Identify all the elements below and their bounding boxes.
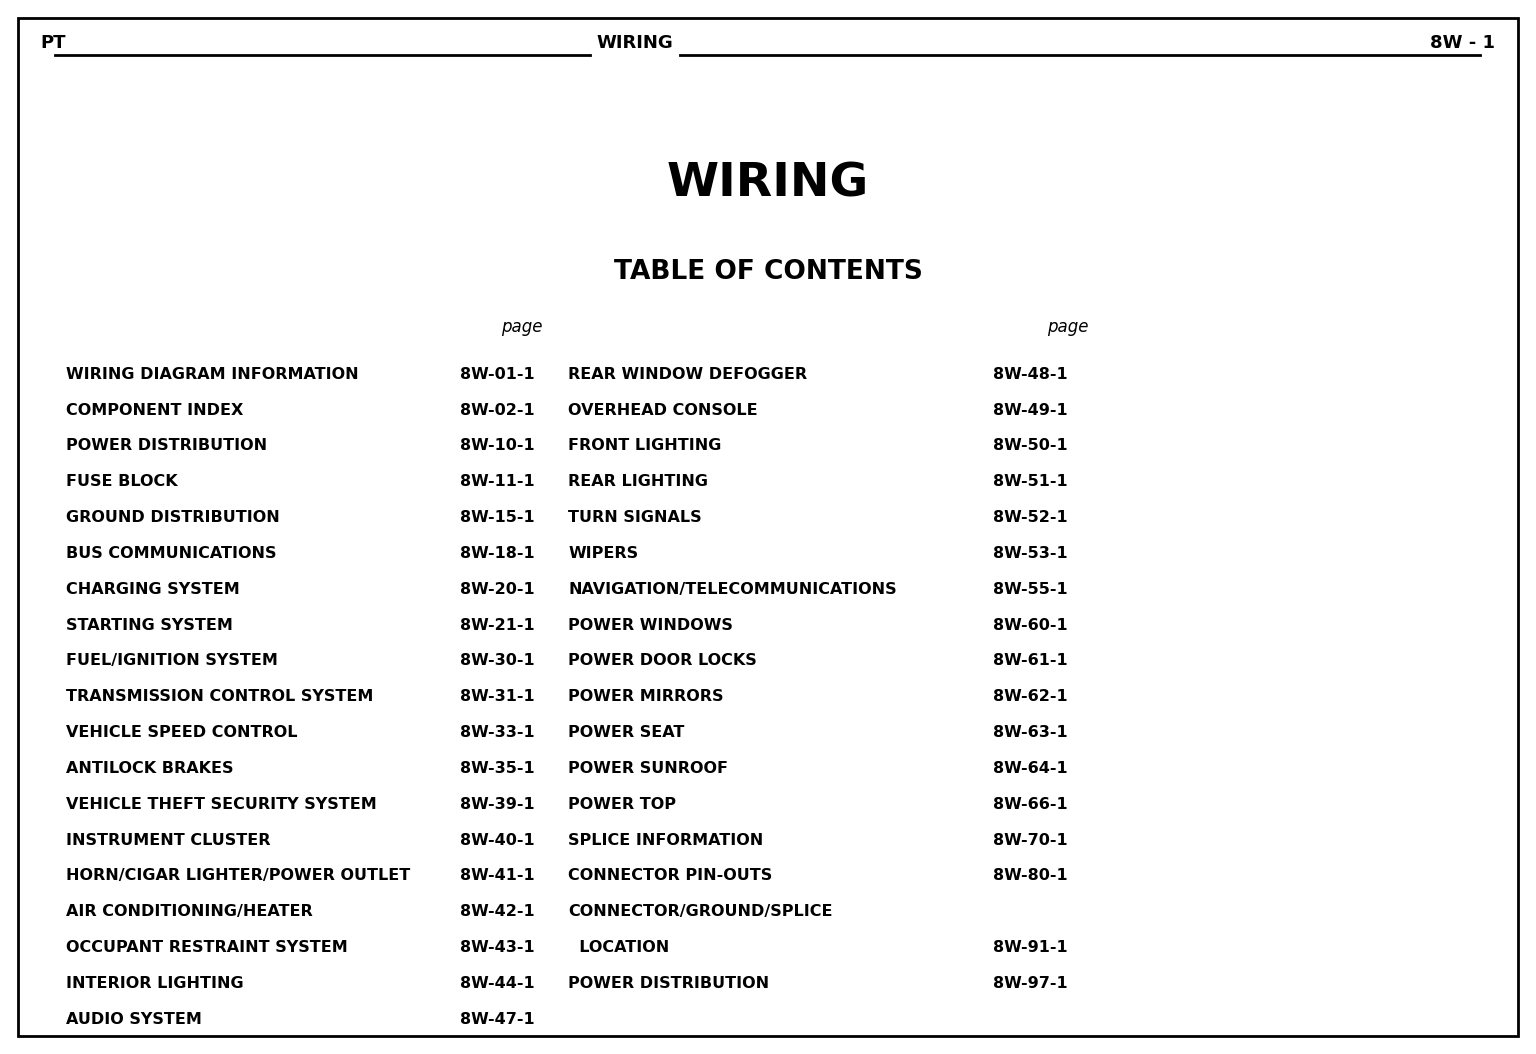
Text: 8W-43-1: 8W-43-1 [459, 940, 535, 955]
Text: VEHICLE SPEED CONTROL: VEHICLE SPEED CONTROL [66, 725, 298, 740]
Text: POWER DOOR LOCKS: POWER DOOR LOCKS [568, 653, 757, 668]
Text: POWER WINDOWS: POWER WINDOWS [568, 618, 733, 632]
Text: 8W-97-1: 8W-97-1 [992, 976, 1068, 991]
Text: 8W - 1: 8W - 1 [1430, 34, 1495, 52]
Text: ANTILOCK BRAKES: ANTILOCK BRAKES [66, 761, 233, 776]
Text: LOCATION: LOCATION [568, 940, 670, 955]
Text: 8W-62-1: 8W-62-1 [992, 689, 1068, 704]
Text: 8W-39-1: 8W-39-1 [459, 797, 535, 812]
Text: 8W-35-1: 8W-35-1 [459, 761, 535, 776]
Text: REAR WINDOW DEFOGGER: REAR WINDOW DEFOGGER [568, 367, 808, 382]
Text: 8W-63-1: 8W-63-1 [992, 725, 1068, 740]
Text: 8W-91-1: 8W-91-1 [992, 940, 1068, 955]
Text: FUSE BLOCK: FUSE BLOCK [66, 474, 178, 489]
Text: 8W-52-1: 8W-52-1 [992, 510, 1068, 525]
Text: CONNECTOR/GROUND/SPLICE: CONNECTOR/GROUND/SPLICE [568, 904, 833, 919]
Text: POWER DISTRIBUTION: POWER DISTRIBUTION [66, 438, 267, 453]
Text: 8W-47-1: 8W-47-1 [459, 1012, 535, 1027]
Text: POWER TOP: POWER TOP [568, 797, 676, 812]
Text: 8W-53-1: 8W-53-1 [992, 546, 1068, 561]
Text: BUS COMMUNICATIONS: BUS COMMUNICATIONS [66, 546, 276, 561]
Text: POWER SEAT: POWER SEAT [568, 725, 685, 740]
Text: 8W-55-1: 8W-55-1 [992, 582, 1068, 597]
Text: 8W-60-1: 8W-60-1 [992, 618, 1068, 632]
Text: CONNECTOR PIN-OUTS: CONNECTOR PIN-OUTS [568, 868, 773, 883]
Text: 8W-51-1: 8W-51-1 [992, 474, 1068, 489]
Text: TRANSMISSION CONTROL SYSTEM: TRANSMISSION CONTROL SYSTEM [66, 689, 373, 704]
Text: 8W-21-1: 8W-21-1 [459, 618, 535, 632]
Text: WIPERS: WIPERS [568, 546, 639, 561]
Text: page: page [1046, 317, 1089, 336]
Text: 8W-64-1: 8W-64-1 [992, 761, 1068, 776]
Text: TABLE OF CONTENTS: TABLE OF CONTENTS [613, 259, 923, 285]
Text: FUEL/IGNITION SYSTEM: FUEL/IGNITION SYSTEM [66, 653, 278, 668]
Text: 8W-70-1: 8W-70-1 [992, 833, 1068, 847]
Text: 8W-02-1: 8W-02-1 [459, 403, 535, 417]
Text: SPLICE INFORMATION: SPLICE INFORMATION [568, 833, 763, 847]
Text: AIR CONDITIONING/HEATER: AIR CONDITIONING/HEATER [66, 904, 313, 919]
Text: PT: PT [40, 34, 66, 52]
Text: HORN/CIGAR LIGHTER/POWER OUTLET: HORN/CIGAR LIGHTER/POWER OUTLET [66, 868, 410, 883]
Text: 8W-15-1: 8W-15-1 [459, 510, 535, 525]
Text: POWER DISTRIBUTION: POWER DISTRIBUTION [568, 976, 770, 991]
Text: NAVIGATION/TELECOMMUNICATIONS: NAVIGATION/TELECOMMUNICATIONS [568, 582, 897, 597]
Text: INTERIOR LIGHTING: INTERIOR LIGHTING [66, 976, 244, 991]
Text: REAR LIGHTING: REAR LIGHTING [568, 474, 708, 489]
Text: 8W-18-1: 8W-18-1 [459, 546, 535, 561]
Text: WIRING DIAGRAM INFORMATION: WIRING DIAGRAM INFORMATION [66, 367, 359, 382]
Text: 8W-10-1: 8W-10-1 [459, 438, 535, 453]
Text: 8W-31-1: 8W-31-1 [459, 689, 535, 704]
Text: 8W-20-1: 8W-20-1 [459, 582, 535, 597]
Text: WIRING: WIRING [667, 162, 869, 207]
Text: page: page [501, 317, 544, 336]
Text: POWER MIRRORS: POWER MIRRORS [568, 689, 723, 704]
Text: 8W-48-1: 8W-48-1 [992, 367, 1068, 382]
Text: 8W-61-1: 8W-61-1 [992, 653, 1068, 668]
Text: OVERHEAD CONSOLE: OVERHEAD CONSOLE [568, 403, 757, 417]
Text: WIRING: WIRING [596, 34, 673, 52]
Text: VEHICLE THEFT SECURITY SYSTEM: VEHICLE THEFT SECURITY SYSTEM [66, 797, 376, 812]
Text: 8W-80-1: 8W-80-1 [992, 868, 1068, 883]
Text: 8W-30-1: 8W-30-1 [459, 653, 535, 668]
Text: 8W-40-1: 8W-40-1 [459, 833, 535, 847]
Text: FRONT LIGHTING: FRONT LIGHTING [568, 438, 722, 453]
Text: 8W-41-1: 8W-41-1 [459, 868, 535, 883]
Text: 8W-44-1: 8W-44-1 [459, 976, 535, 991]
Text: 8W-01-1: 8W-01-1 [459, 367, 535, 382]
Text: 8W-42-1: 8W-42-1 [459, 904, 535, 919]
Text: 8W-33-1: 8W-33-1 [459, 725, 535, 740]
Text: 8W-11-1: 8W-11-1 [459, 474, 535, 489]
Text: 8W-66-1: 8W-66-1 [992, 797, 1068, 812]
Text: GROUND DISTRIBUTION: GROUND DISTRIBUTION [66, 510, 280, 525]
Text: POWER SUNROOF: POWER SUNROOF [568, 761, 728, 776]
Text: OCCUPANT RESTRAINT SYSTEM: OCCUPANT RESTRAINT SYSTEM [66, 940, 347, 955]
Text: AUDIO SYSTEM: AUDIO SYSTEM [66, 1012, 201, 1027]
Text: INSTRUMENT CLUSTER: INSTRUMENT CLUSTER [66, 833, 270, 847]
Text: CHARGING SYSTEM: CHARGING SYSTEM [66, 582, 240, 597]
Text: TURN SIGNALS: TURN SIGNALS [568, 510, 702, 525]
Text: STARTING SYSTEM: STARTING SYSTEM [66, 618, 233, 632]
Text: 8W-49-1: 8W-49-1 [992, 403, 1068, 417]
Text: COMPONENT INDEX: COMPONENT INDEX [66, 403, 243, 417]
Text: 8W-50-1: 8W-50-1 [992, 438, 1068, 453]
